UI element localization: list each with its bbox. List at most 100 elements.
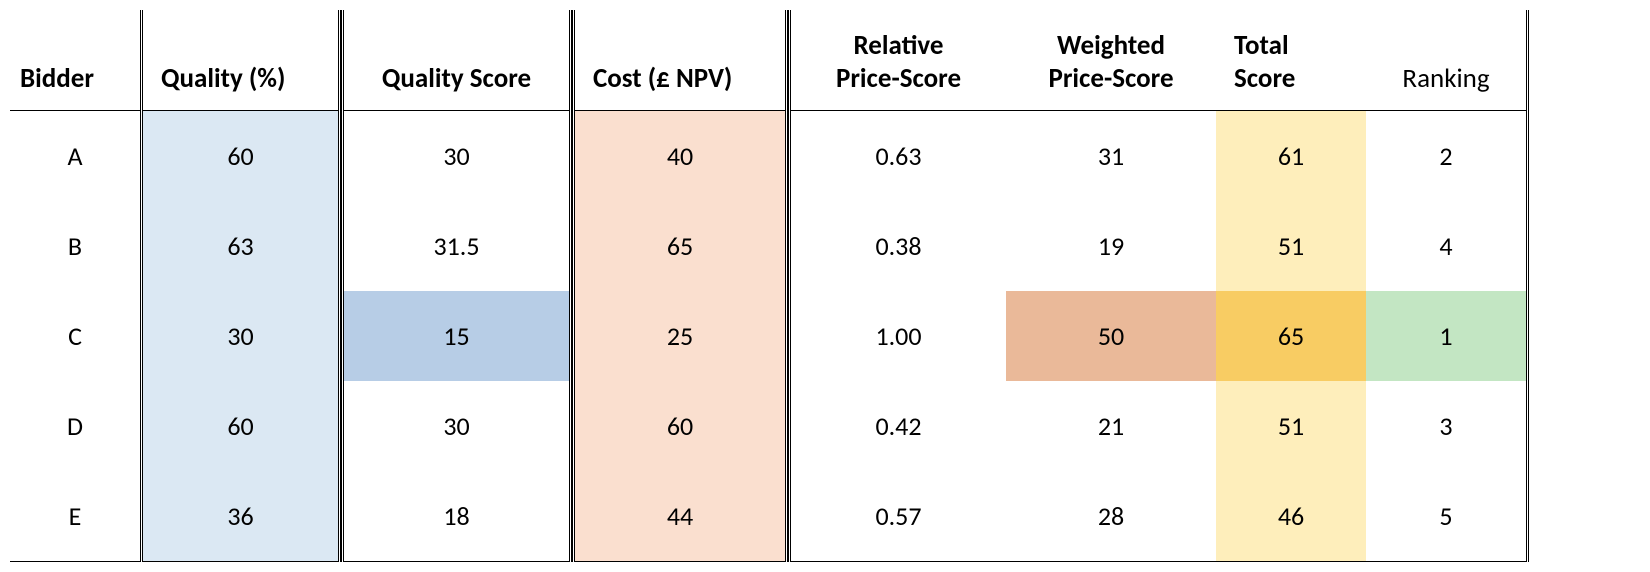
cell-value: 31 bbox=[1098, 140, 1124, 172]
cell-value: 21 bbox=[1098, 410, 1124, 442]
cell-qscore: 18 bbox=[344, 471, 569, 561]
cell-value: 28 bbox=[1098, 500, 1124, 532]
cell-value: 0.63 bbox=[875, 140, 921, 172]
cell-cost: 65 bbox=[575, 201, 785, 291]
cell-qscore: 30 bbox=[344, 381, 569, 471]
cell-value: 2 bbox=[1439, 140, 1452, 172]
cell-value: 19 bbox=[1098, 230, 1124, 262]
cell-wtdprice: 19 bbox=[1006, 201, 1216, 291]
header-qscore: Quality Score bbox=[344, 62, 569, 110]
cell-value: 63 bbox=[227, 230, 253, 262]
col-relprice: 0.63 0.38 1.00 0.42 0.57 bbox=[791, 111, 1006, 561]
col-group-metrics: Relative Price-Score Weighted Price-Scor… bbox=[788, 10, 1529, 562]
cell-bidder: B bbox=[10, 201, 140, 291]
cell-value: 0.38 bbox=[875, 230, 921, 262]
cell-ranking: 3 bbox=[1366, 381, 1526, 471]
cell-cost: 40 bbox=[575, 111, 785, 201]
cell-ranking: 2 bbox=[1366, 111, 1526, 201]
cell-value: 1 bbox=[1439, 320, 1452, 352]
cell-value: 25 bbox=[667, 320, 693, 352]
cell-value: 46 bbox=[1278, 500, 1304, 532]
cell-value: 60 bbox=[227, 140, 253, 172]
cell-value: 65 bbox=[1278, 320, 1304, 352]
cell-quality: 63 bbox=[143, 201, 338, 291]
col-wtdprice: 31 19 50 21 28 bbox=[1006, 111, 1216, 561]
cell-wtdprice: 50 bbox=[1006, 291, 1216, 381]
cell-value: 44 bbox=[667, 500, 693, 532]
cell-ranking: 4 bbox=[1366, 201, 1526, 291]
cell-bidder: D bbox=[10, 381, 140, 471]
cell-value: 0.57 bbox=[875, 500, 921, 532]
cell-value: 30 bbox=[443, 410, 469, 442]
cell-total: 51 bbox=[1216, 381, 1366, 471]
cell-value: 15 bbox=[443, 320, 469, 352]
cell-value: 4 bbox=[1439, 230, 1452, 262]
cell-relprice: 0.63 bbox=[791, 111, 1006, 201]
cell-value: D bbox=[67, 410, 83, 442]
header-bidder: Bidder bbox=[10, 62, 140, 110]
cell-ranking: 5 bbox=[1366, 471, 1526, 561]
col-group-qscore: Quality Score 30 31.5 15 30 18 bbox=[341, 10, 572, 562]
cell-value: 60 bbox=[227, 410, 253, 442]
cell-relprice: 0.57 bbox=[791, 471, 1006, 561]
col-cost: 40 65 25 60 44 bbox=[575, 111, 785, 561]
cell-value: A bbox=[67, 140, 82, 172]
cell-total: 51 bbox=[1216, 201, 1366, 291]
cell-value: 50 bbox=[1098, 320, 1124, 352]
col-group-cost: Cost (£ NPV) 40 65 25 60 44 bbox=[572, 10, 788, 562]
cell-value: 61 bbox=[1278, 140, 1304, 172]
cell-value: 30 bbox=[443, 140, 469, 172]
header-relprice: Relative Price-Score bbox=[791, 29, 1006, 111]
cell-quality: 60 bbox=[143, 111, 338, 201]
header-total: Total Score bbox=[1216, 29, 1366, 111]
col-ranking: 2 4 1 3 5 bbox=[1366, 111, 1526, 561]
cell-value: 0.42 bbox=[875, 410, 921, 442]
cell-relprice: 0.42 bbox=[791, 381, 1006, 471]
header-cost: Cost (£ NPV) bbox=[575, 62, 785, 110]
cell-qscore: 31.5 bbox=[344, 201, 569, 291]
cell-wtdprice: 31 bbox=[1006, 111, 1216, 201]
cell-total: 65 bbox=[1216, 291, 1366, 381]
cell-cost: 44 bbox=[575, 471, 785, 561]
cell-cost: 25 bbox=[575, 291, 785, 381]
cell-relprice: 1.00 bbox=[791, 291, 1006, 381]
cell-total: 46 bbox=[1216, 471, 1366, 561]
col-group-bidder: Bidder A B C D E bbox=[10, 10, 140, 562]
cell-value: 60 bbox=[667, 410, 693, 442]
cell-value: 51 bbox=[1278, 410, 1304, 442]
cell-quality: 30 bbox=[143, 291, 338, 381]
cell-qscore: 15 bbox=[344, 291, 569, 381]
cell-bidder: A bbox=[10, 111, 140, 201]
bidder-evaluation-table: Bidder A B C D E Quality (%) 60 63 30 60 36 Qual… bbox=[10, 10, 1640, 562]
cell-total: 61 bbox=[1216, 111, 1366, 201]
cell-wtdprice: 21 bbox=[1006, 381, 1216, 471]
col-qscore: 30 31.5 15 30 18 bbox=[344, 111, 569, 561]
header-quality: Quality (%) bbox=[143, 62, 338, 110]
cell-value: C bbox=[68, 320, 82, 352]
cell-value: 36 bbox=[227, 500, 253, 532]
cell-relprice: 0.38 bbox=[791, 201, 1006, 291]
cell-value: E bbox=[69, 500, 82, 532]
cell-cost: 60 bbox=[575, 381, 785, 471]
cell-value: B bbox=[68, 230, 82, 262]
header-ranking: Ranking bbox=[1366, 62, 1526, 110]
cell-quality: 36 bbox=[143, 471, 338, 561]
cell-qscore: 30 bbox=[344, 111, 569, 201]
cell-value: 40 bbox=[667, 140, 693, 172]
col-quality: 60 63 30 60 36 bbox=[143, 111, 338, 561]
cell-bidder: E bbox=[10, 471, 140, 561]
cell-value: 51 bbox=[1278, 230, 1304, 262]
col-group-quality: Quality (%) 60 63 30 60 36 bbox=[140, 10, 341, 562]
cell-bidder: C bbox=[10, 291, 140, 381]
header-wtdprice: Weighted Price-Score bbox=[1006, 29, 1216, 111]
col-total: 61 51 65 51 46 bbox=[1216, 111, 1366, 561]
cell-wtdprice: 28 bbox=[1006, 471, 1216, 561]
cell-value: 18 bbox=[443, 500, 469, 532]
cell-value: 31.5 bbox=[433, 230, 479, 262]
cell-value: 5 bbox=[1439, 500, 1452, 532]
cell-ranking: 1 bbox=[1366, 291, 1526, 381]
col-bidder: A B C D E bbox=[10, 111, 140, 561]
cell-value: 30 bbox=[227, 320, 253, 352]
cell-value: 3 bbox=[1439, 410, 1452, 442]
cell-value: 65 bbox=[667, 230, 693, 262]
